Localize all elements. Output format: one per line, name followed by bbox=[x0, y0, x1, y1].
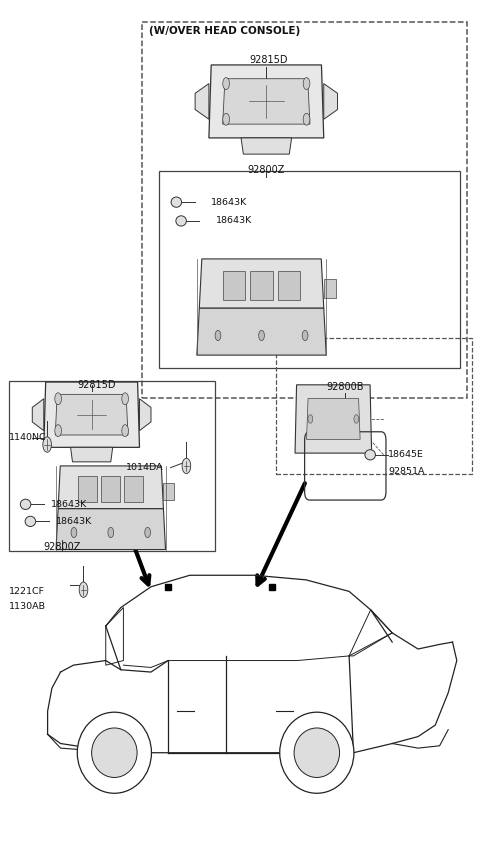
Polygon shape bbox=[307, 398, 360, 439]
Polygon shape bbox=[324, 279, 336, 298]
Text: 18645E: 18645E bbox=[388, 451, 424, 459]
Polygon shape bbox=[324, 84, 337, 119]
Circle shape bbox=[308, 415, 313, 423]
Circle shape bbox=[182, 458, 191, 474]
Polygon shape bbox=[223, 79, 310, 124]
Ellipse shape bbox=[92, 728, 137, 777]
Text: 92851A: 92851A bbox=[388, 468, 425, 476]
Polygon shape bbox=[140, 398, 151, 431]
Circle shape bbox=[122, 425, 129, 437]
Circle shape bbox=[303, 113, 310, 125]
Polygon shape bbox=[78, 476, 97, 502]
Text: 18643K: 18643K bbox=[56, 517, 92, 526]
Text: 92815D: 92815D bbox=[77, 380, 116, 390]
Text: 1130AB: 1130AB bbox=[9, 602, 46, 611]
Polygon shape bbox=[71, 447, 113, 462]
Polygon shape bbox=[241, 138, 291, 154]
Polygon shape bbox=[199, 259, 324, 308]
Polygon shape bbox=[295, 385, 372, 453]
Text: 1221CF: 1221CF bbox=[9, 587, 45, 596]
Polygon shape bbox=[44, 382, 140, 447]
Polygon shape bbox=[101, 476, 120, 502]
Text: 92800Z: 92800Z bbox=[43, 542, 81, 552]
Text: 18643K: 18643K bbox=[51, 500, 87, 509]
Polygon shape bbox=[197, 308, 326, 355]
Ellipse shape bbox=[176, 215, 186, 226]
Ellipse shape bbox=[280, 712, 354, 793]
Text: 18643K: 18643K bbox=[216, 216, 252, 226]
Ellipse shape bbox=[171, 197, 181, 207]
Ellipse shape bbox=[77, 712, 152, 793]
Polygon shape bbox=[251, 271, 273, 300]
Polygon shape bbox=[223, 271, 245, 300]
Circle shape bbox=[79, 582, 88, 598]
Polygon shape bbox=[56, 509, 166, 550]
Text: 92815D: 92815D bbox=[250, 56, 288, 66]
Text: 18643K: 18643K bbox=[211, 198, 248, 207]
Polygon shape bbox=[278, 271, 300, 300]
Circle shape bbox=[223, 113, 229, 125]
Text: 1140NC: 1140NC bbox=[9, 433, 47, 442]
Circle shape bbox=[55, 425, 61, 437]
Circle shape bbox=[55, 392, 61, 404]
Ellipse shape bbox=[294, 728, 339, 777]
Polygon shape bbox=[209, 65, 324, 138]
Text: (W/OVER HEAD CONSOLE): (W/OVER HEAD CONSOLE) bbox=[149, 26, 300, 36]
Circle shape bbox=[302, 330, 308, 340]
Ellipse shape bbox=[20, 499, 31, 510]
Circle shape bbox=[354, 415, 359, 423]
Circle shape bbox=[303, 78, 310, 90]
Polygon shape bbox=[55, 394, 128, 435]
Circle shape bbox=[259, 330, 264, 340]
Ellipse shape bbox=[25, 516, 36, 527]
Polygon shape bbox=[32, 398, 44, 431]
Circle shape bbox=[223, 78, 229, 90]
Polygon shape bbox=[163, 483, 174, 500]
Circle shape bbox=[122, 392, 129, 404]
Ellipse shape bbox=[365, 450, 375, 460]
Circle shape bbox=[215, 330, 221, 340]
Polygon shape bbox=[124, 476, 144, 502]
Circle shape bbox=[145, 528, 151, 538]
Text: 92800Z: 92800Z bbox=[248, 165, 285, 174]
Text: 92800B: 92800B bbox=[326, 381, 364, 392]
Circle shape bbox=[108, 528, 114, 538]
Polygon shape bbox=[58, 466, 163, 509]
Circle shape bbox=[71, 528, 77, 538]
Polygon shape bbox=[195, 84, 209, 119]
Text: 1014DA: 1014DA bbox=[126, 463, 163, 472]
Circle shape bbox=[43, 437, 51, 452]
